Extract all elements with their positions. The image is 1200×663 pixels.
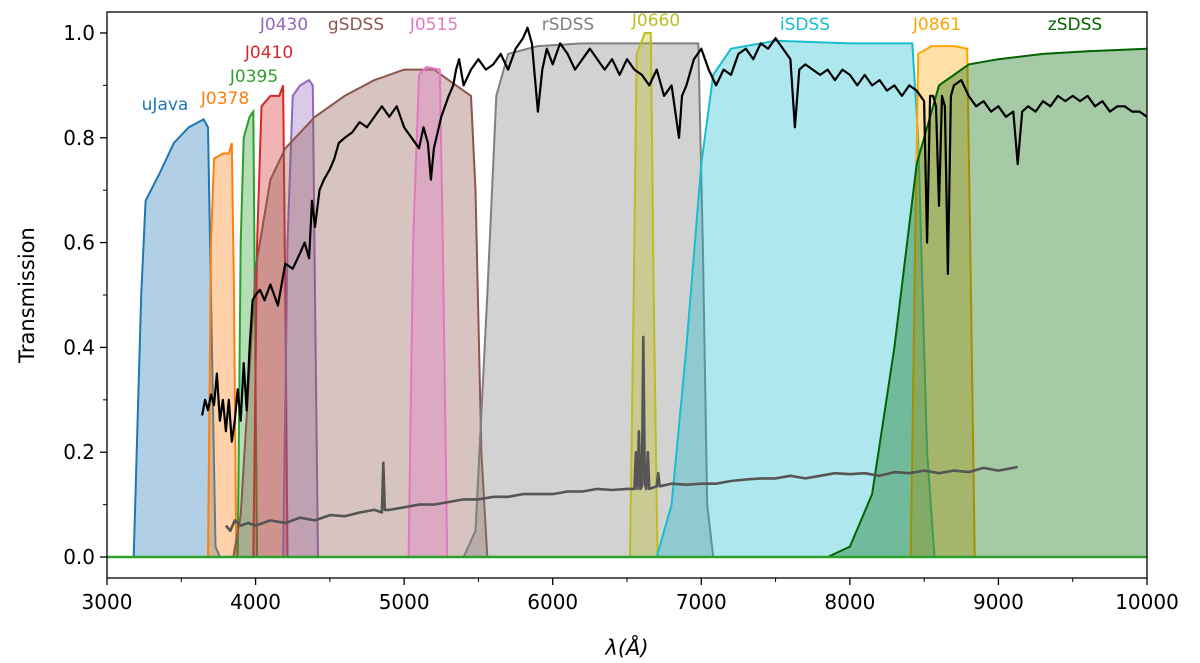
y-tick-label-3: 0.6 [63,231,95,255]
filter-label-j0861: J0861 [912,15,961,35]
x-tick-label-10000: 10000 [1115,590,1179,614]
filter-area-j0861 [910,46,975,557]
filter-curve-ujava [132,118,221,558]
filter-area-zsdss [827,48,1147,557]
y-tick-label-4: 0.8 [63,126,95,150]
filter-curve-gsdss [232,68,489,558]
y-tick-label-2: 0.4 [63,335,95,359]
x-tick-label-4000: 4000 [230,590,281,614]
filter-area-j0660 [630,33,658,557]
filter-curves-layer [107,32,1148,559]
axis-ticks-layer: 3000 4000 5000 6000 7000 8000 9000 10000 0.0 0.2 0… [63,21,1179,614]
y-tick-label-0: 0.0 [63,545,95,569]
filter-curve-j0378 [207,142,238,558]
x-tick-label-6000: 6000 [527,590,578,614]
filter-label-j0515: J0515 [409,15,458,35]
filter-curve-j0861 [909,45,976,558]
filter-label-isdss: iSDSS [780,15,830,35]
spectrum-line-1 [201,26,1148,443]
filter-curve-j0515 [407,65,449,558]
y-tick-label-5: 1.0 [63,21,95,45]
filter-label-rsdss: rSDSS [542,15,594,35]
filter-area-j0515 [408,67,448,557]
filter-label-ujava: uJava [142,95,189,115]
filter-label-j0410: J0410 [244,43,293,63]
filter-area-j0395 [237,111,258,557]
filter-area-rsdss [463,43,714,557]
filter-curve-j0410 [252,85,289,558]
x-tick-label-5000: 5000 [379,590,430,614]
filter-curve-zsdss [827,47,1148,558]
filter-area-isdss [656,40,935,558]
filter-label-j0660: J0660 [631,11,680,31]
filter-label-zsdss: zSDSS [1048,15,1102,35]
x-axis-label: λ(Å) [604,634,648,660]
x-tick-label-9000: 9000 [973,590,1024,614]
y-axis-label: Transmission [15,227,39,364]
filter-area-j0410 [253,85,288,558]
filter-area-j0378 [208,143,237,557]
filter-area-gsdss [233,69,488,557]
filter-area-j0430 [283,80,318,557]
x-tick-label-7000: 7000 [676,590,727,614]
filter-curve-rsdss [462,42,715,558]
filter-curve-j0660 [629,32,659,558]
filter-curve-isdss [655,39,936,558]
filter-label-j0378: J0378 [200,89,249,109]
filter-area-ujava [133,119,220,558]
spectra-layer [201,26,1148,533]
spectrum-line-2 [224,335,1018,533]
x-tick-label-3000: 3000 [82,590,133,614]
filter-label-j0430: J0430 [259,15,308,35]
filter-curve-j0430 [282,78,319,558]
x-tick-label-8000: 8000 [824,590,875,614]
filter-label-j0395: J0395 [229,67,278,87]
y-tick-label-1: 0.2 [63,440,95,464]
filter-label-gsdss: gSDSS [328,15,384,35]
